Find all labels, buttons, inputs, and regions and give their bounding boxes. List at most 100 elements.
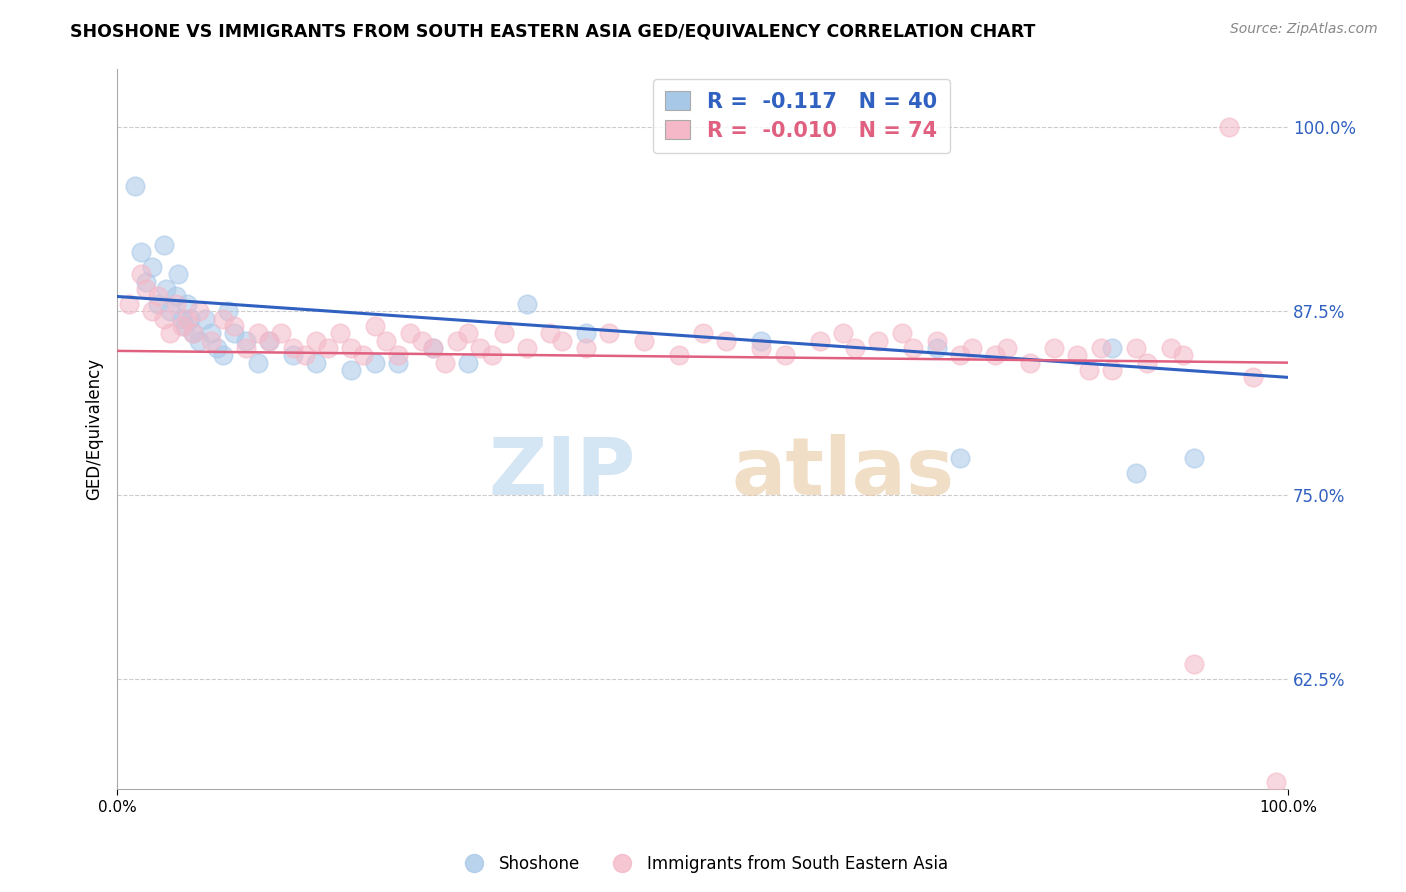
- Point: [984, 348, 1007, 362]
- Point: [194, 311, 217, 326]
- Point: [170, 318, 193, 333]
- Point: [188, 304, 211, 318]
- Point: [165, 289, 187, 303]
- Point: [1043, 341, 1066, 355]
- Point: [174, 318, 197, 333]
- Point: [516, 341, 538, 355]
- Point: [574, 326, 596, 341]
- Point: [153, 311, 176, 326]
- Point: [224, 326, 246, 341]
- Point: [868, 334, 890, 348]
- Text: ZIP: ZIP: [488, 434, 636, 512]
- Point: [124, 179, 146, 194]
- Point: [1218, 120, 1240, 135]
- Point: [329, 326, 352, 341]
- Point: [352, 348, 374, 362]
- Point: [176, 311, 198, 326]
- Point: [1125, 466, 1147, 480]
- Point: [692, 326, 714, 341]
- Point: [135, 282, 157, 296]
- Point: [305, 334, 328, 348]
- Point: [294, 348, 316, 362]
- Point: [1090, 341, 1112, 355]
- Point: [538, 326, 561, 341]
- Point: [246, 326, 269, 341]
- Text: Source: ZipAtlas.com: Source: ZipAtlas.com: [1230, 22, 1378, 37]
- Point: [364, 356, 387, 370]
- Point: [316, 341, 339, 355]
- Point: [995, 341, 1018, 355]
- Point: [903, 341, 925, 355]
- Point: [434, 356, 457, 370]
- Point: [1160, 341, 1182, 355]
- Point: [200, 334, 222, 348]
- Point: [844, 341, 866, 355]
- Point: [832, 326, 855, 341]
- Point: [1182, 451, 1205, 466]
- Point: [1101, 341, 1123, 355]
- Point: [305, 356, 328, 370]
- Point: [949, 348, 972, 362]
- Point: [129, 245, 152, 260]
- Point: [167, 268, 190, 282]
- Point: [890, 326, 912, 341]
- Point: [170, 311, 193, 326]
- Point: [181, 326, 204, 341]
- Point: [387, 348, 409, 362]
- Point: [749, 341, 772, 355]
- Point: [422, 341, 444, 355]
- Point: [1019, 356, 1042, 370]
- Point: [211, 311, 233, 326]
- Y-axis label: GED/Equivalency: GED/Equivalency: [86, 358, 103, 500]
- Point: [925, 334, 948, 348]
- Point: [165, 297, 187, 311]
- Legend: Shoshone, Immigrants from South Eastern Asia: Shoshone, Immigrants from South Eastern …: [451, 848, 955, 880]
- Point: [259, 334, 281, 348]
- Point: [153, 238, 176, 252]
- Point: [551, 334, 574, 348]
- Point: [492, 326, 515, 341]
- Point: [155, 282, 177, 296]
- Text: SHOSHONE VS IMMIGRANTS FROM SOUTH EASTERN ASIA GED/EQUIVALENCY CORRELATION CHART: SHOSHONE VS IMMIGRANTS FROM SOUTH EASTER…: [70, 22, 1036, 40]
- Point: [1265, 774, 1288, 789]
- Point: [217, 304, 239, 318]
- Point: [808, 334, 831, 348]
- Point: [714, 334, 737, 348]
- Legend: R =  -0.117   N = 40, R =  -0.010   N = 74: R = -0.117 N = 40, R = -0.010 N = 74: [652, 78, 949, 153]
- Point: [633, 334, 655, 348]
- Point: [1182, 657, 1205, 672]
- Point: [135, 275, 157, 289]
- Point: [668, 348, 690, 362]
- Point: [224, 318, 246, 333]
- Point: [188, 334, 211, 348]
- Point: [179, 311, 201, 326]
- Point: [925, 341, 948, 355]
- Point: [457, 326, 479, 341]
- Point: [129, 268, 152, 282]
- Point: [340, 341, 363, 355]
- Point: [1101, 363, 1123, 377]
- Point: [773, 348, 796, 362]
- Point: [235, 334, 257, 348]
- Point: [340, 363, 363, 377]
- Point: [246, 356, 269, 370]
- Point: [1136, 356, 1159, 370]
- Point: [422, 341, 444, 355]
- Point: [146, 297, 169, 311]
- Point: [598, 326, 620, 341]
- Point: [176, 297, 198, 311]
- Point: [411, 334, 433, 348]
- Point: [1078, 363, 1101, 377]
- Point: [446, 334, 468, 348]
- Point: [481, 348, 503, 362]
- Point: [211, 348, 233, 362]
- Point: [457, 356, 479, 370]
- Point: [1125, 341, 1147, 355]
- Point: [159, 326, 181, 341]
- Point: [181, 326, 204, 341]
- Point: [516, 297, 538, 311]
- Point: [118, 297, 141, 311]
- Point: [468, 341, 491, 355]
- Point: [399, 326, 422, 341]
- Point: [960, 341, 983, 355]
